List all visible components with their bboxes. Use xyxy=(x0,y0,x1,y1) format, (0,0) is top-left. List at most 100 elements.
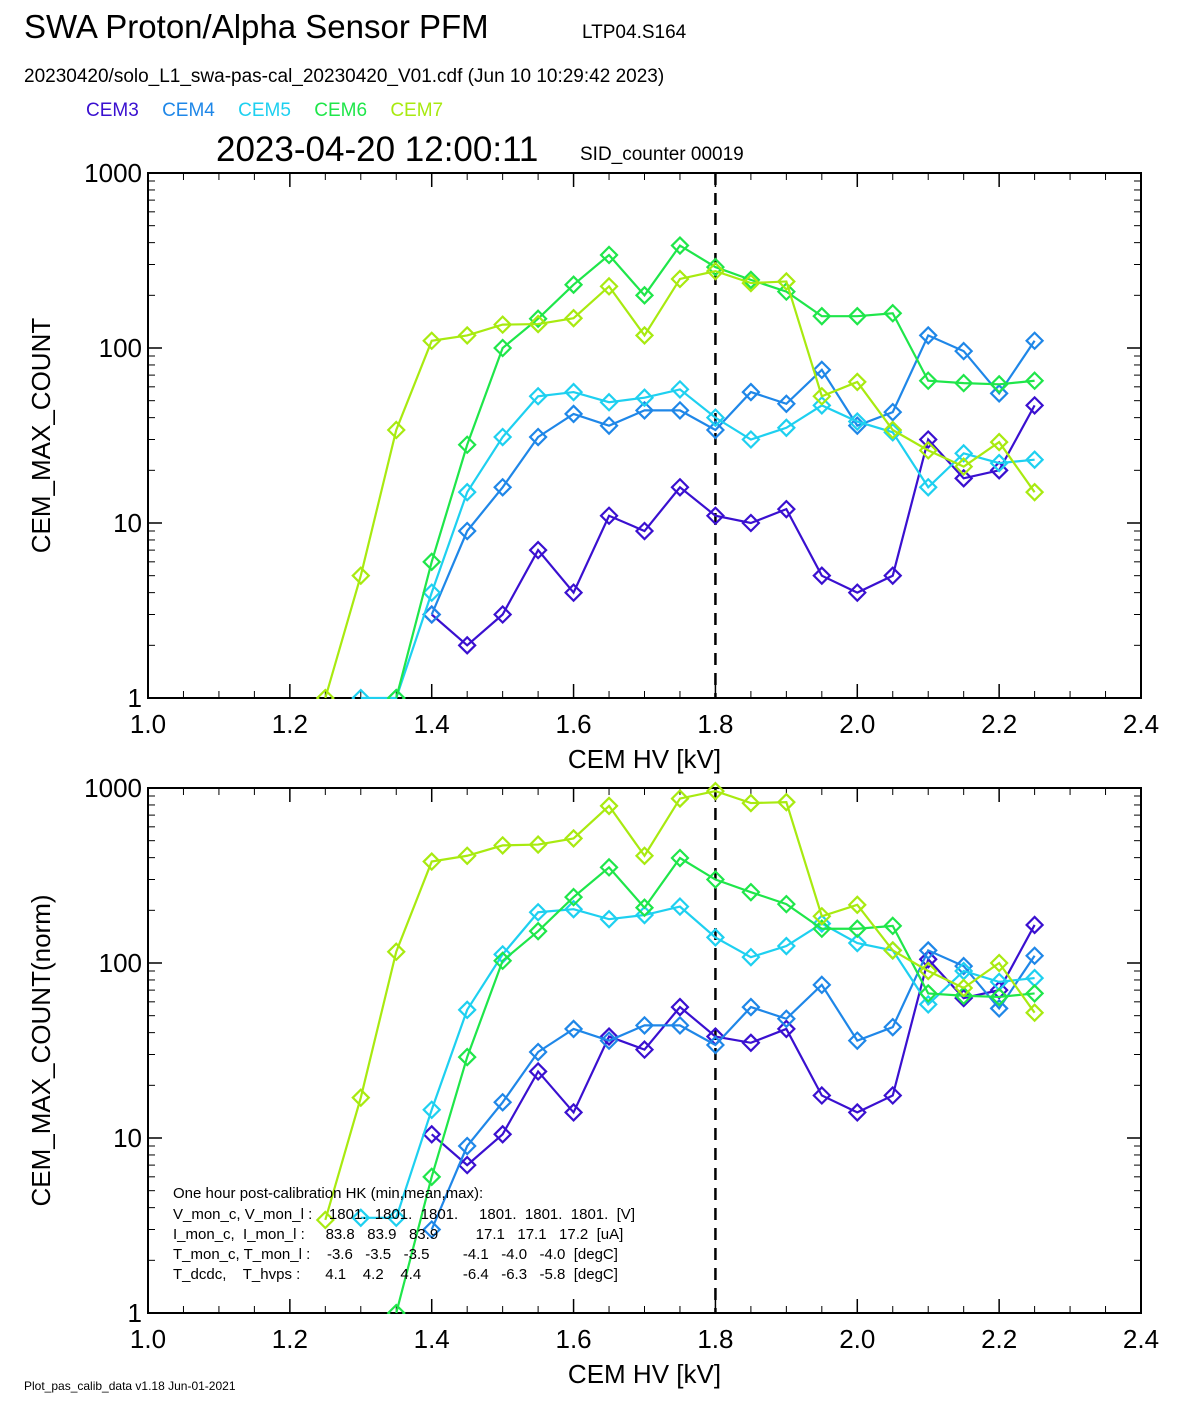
data-point-cem7 xyxy=(670,789,690,809)
data-point-cem7 xyxy=(705,781,725,801)
data-point-cem3 xyxy=(954,468,974,488)
data-point-cem5 xyxy=(812,395,832,415)
x-tick-label: 1.4 xyxy=(414,709,450,739)
data-point-cem7 xyxy=(422,331,442,351)
y-tick-label: 1 xyxy=(128,683,142,713)
legend-cem5: CEM5 xyxy=(238,100,291,121)
y-tick-label: 10 xyxy=(113,1123,142,1153)
data-point-cem5 xyxy=(883,422,903,442)
data-point-cem7 xyxy=(634,846,655,866)
legend: CEM3 CEM4 CEM5 CEM6 CEM7 xyxy=(86,100,461,122)
data-point-cem3 xyxy=(564,583,584,603)
data-point-cem7 xyxy=(954,457,974,477)
data-point-cem5 xyxy=(599,392,619,412)
data-point-cem5 xyxy=(564,382,584,402)
data-point-cem3 xyxy=(918,949,938,969)
data-point-cem3 xyxy=(776,1019,796,1039)
data-point-cem4 xyxy=(741,382,761,402)
data-point-cem6 xyxy=(705,257,725,277)
hk-row: V_mon_c, V_mon_l : 1801. 1801. 1801. 180… xyxy=(173,1206,635,1223)
data-point-cem6 xyxy=(954,373,974,393)
data-point-cem7 xyxy=(493,315,513,335)
data-point-cem4 xyxy=(918,940,938,960)
data-point-cem7 xyxy=(386,942,406,962)
data-point-cem3 xyxy=(528,540,548,560)
x-tick-label: 2.0 xyxy=(839,709,875,739)
data-point-cem4 xyxy=(670,400,690,420)
x-tick-label: 1.8 xyxy=(697,1324,733,1354)
data-point-cem4 xyxy=(493,477,513,497)
x-tick-label: 1.6 xyxy=(555,709,591,739)
data-point-cem3 xyxy=(634,521,655,541)
data-point-cem5 xyxy=(812,914,832,934)
y-tick-label: 100 xyxy=(99,948,142,978)
legend-cem6: CEM6 xyxy=(314,100,368,121)
data-point-cem6 xyxy=(599,857,619,877)
data-point-cem3 xyxy=(599,506,619,526)
y-tick-label: 1000 xyxy=(84,773,142,803)
data-point-cem6 xyxy=(776,282,796,302)
data-point-cem5 xyxy=(528,386,548,406)
data-point-cem5 xyxy=(599,909,619,929)
x-tick-label: 1.0 xyxy=(130,709,166,739)
data-point-cem6 xyxy=(918,371,938,391)
data-point-cem6 xyxy=(457,1047,477,1067)
data-point-cem5 xyxy=(705,408,725,428)
legend-cem7: CEM7 xyxy=(390,100,444,121)
sid-counter: SID_counter 00019 xyxy=(580,144,744,165)
data-point-cem6 xyxy=(1025,983,1045,1003)
data-point-cem7 xyxy=(457,846,477,866)
data-point-cem7 xyxy=(493,835,513,855)
data-point-cem4 xyxy=(634,400,655,420)
sensor-id: LTP04.S164 xyxy=(582,22,687,43)
data-point-cem5 xyxy=(564,899,584,919)
data-point-cem3 xyxy=(705,506,725,526)
y-tick-label: 1 xyxy=(128,1298,142,1328)
data-point-cem4 xyxy=(705,420,725,440)
x-tick-label: 1.8 xyxy=(697,709,733,739)
series-line-cem7 xyxy=(324,789,1036,1221)
data-point-cem3 xyxy=(812,566,832,586)
data-point-cem5 xyxy=(634,388,655,408)
series-line-cem6 xyxy=(395,244,1035,699)
data-point-cem6 xyxy=(776,894,796,914)
data-point-cem7 xyxy=(1025,482,1045,502)
data-point-cem5 xyxy=(954,443,974,463)
data-point-cem5 xyxy=(741,429,761,450)
data-point-cem5 xyxy=(351,688,371,699)
data-point-cem5 xyxy=(741,947,761,967)
data-point-cem5 xyxy=(776,936,796,956)
data-point-cem7 xyxy=(918,440,938,460)
data-point-cem4 xyxy=(1025,331,1045,351)
data-point-cem6 xyxy=(528,309,548,329)
data-point-cem4 xyxy=(528,1042,548,1062)
data-point-cem4 xyxy=(954,956,974,976)
data-point-cem5 xyxy=(493,427,513,447)
data-point-cem6 xyxy=(564,887,584,907)
y-tick-label: 100 xyxy=(99,333,142,363)
data-point-cem3 xyxy=(776,499,796,519)
data-point-cem6 xyxy=(457,435,477,455)
data-point-cem6 xyxy=(599,245,619,265)
data-point-cem6 xyxy=(493,338,513,358)
data-point-cem7 xyxy=(812,906,832,926)
x-tick-label: 2.2 xyxy=(981,1324,1017,1354)
data-point-cem6 xyxy=(1025,371,1045,391)
legend-cem3: CEM3 xyxy=(86,100,139,121)
y-tick-label: 1000 xyxy=(84,158,142,188)
data-point-cem6 xyxy=(812,306,832,326)
data-point-cem4 xyxy=(634,1015,655,1035)
data-point-cem7 xyxy=(315,688,335,699)
data-point-cem3 xyxy=(457,635,477,655)
data-point-cem6 xyxy=(493,951,513,971)
data-point-cem4 xyxy=(599,1031,619,1051)
hk-row: T_mon_c, T_mon_l : -3.6 -3.5 -3.5 -4.1 -… xyxy=(173,1246,618,1263)
data-point-cem5 xyxy=(351,1208,371,1228)
data-point-cem7 xyxy=(776,792,796,812)
data-point-cem5 xyxy=(918,477,938,497)
data-point-cem5 xyxy=(705,927,725,947)
data-point-cem4 xyxy=(812,360,832,380)
x-tick-label: 2.4 xyxy=(1123,709,1159,739)
data-point-cem6 xyxy=(564,275,584,295)
